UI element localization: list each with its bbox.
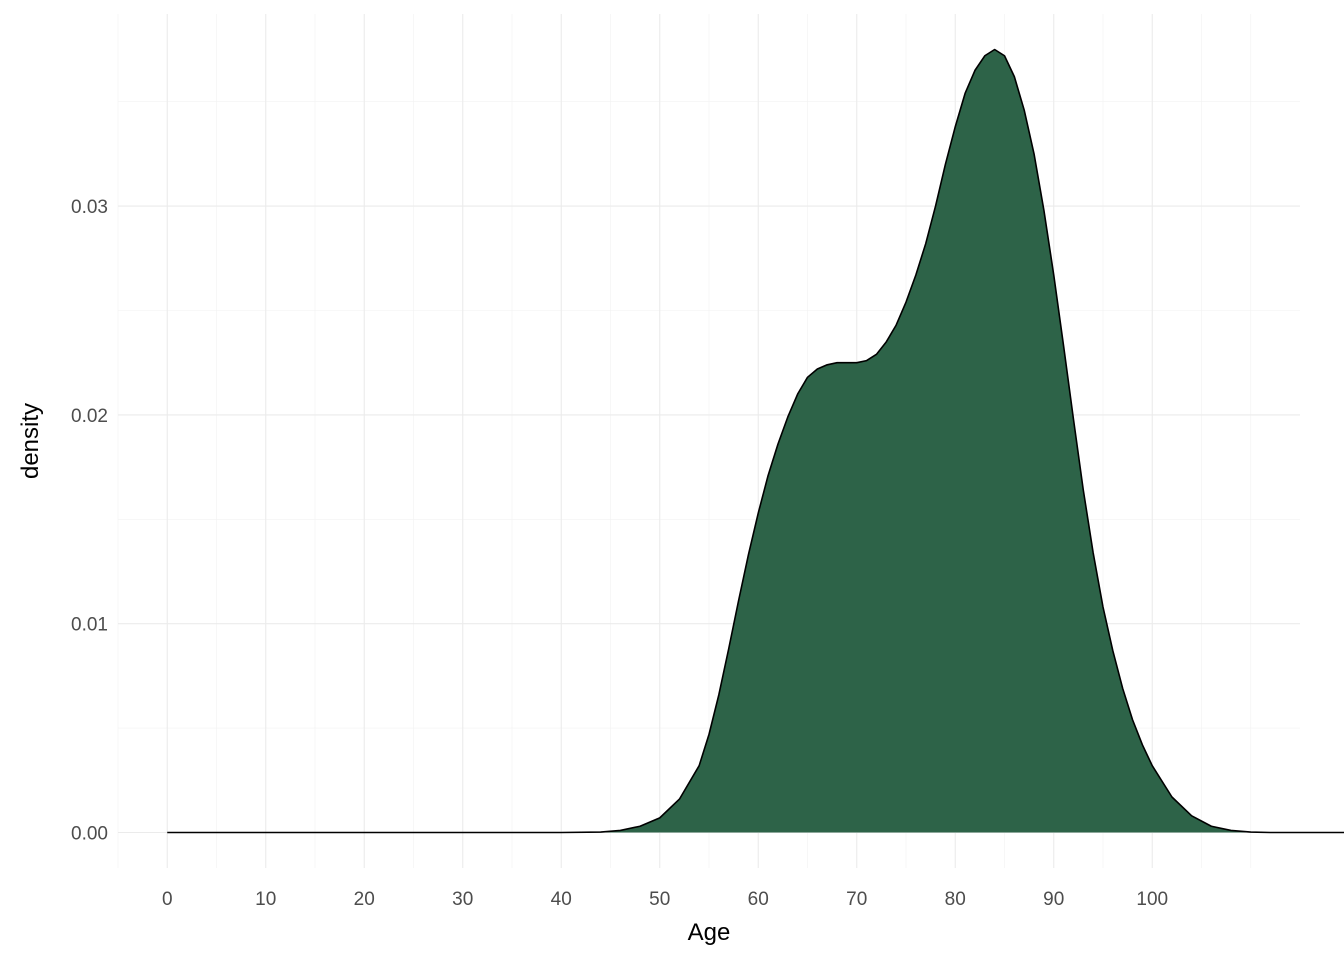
- x-axis-ticks: 0 10 20 30 40 50 60 70 80 90 100: [162, 889, 1168, 910]
- density-area: [167, 49, 1344, 833]
- x-tick-label: 90: [1043, 889, 1064, 910]
- x-tick-label: 100: [1136, 889, 1168, 910]
- x-tick-label: 0: [162, 889, 173, 910]
- y-tick-label: 0.03: [71, 197, 108, 218]
- y-tick-label: 0.00: [71, 824, 108, 845]
- x-axis-title: Age: [688, 919, 731, 946]
- x-tick-label: 50: [649, 889, 670, 910]
- density-line: [167, 48, 1344, 834]
- y-tick-label: 0.01: [71, 615, 108, 636]
- x-tick-label: 60: [748, 889, 769, 910]
- y-axis-ticks: 0.00 0.01 0.02 0.03: [71, 197, 108, 844]
- x-tick-label: 30: [452, 889, 473, 910]
- x-tick-label: 70: [846, 889, 867, 910]
- x-tick-label: 10: [255, 889, 276, 910]
- density-series: [167, 48, 1344, 834]
- x-tick-label: 20: [354, 889, 375, 910]
- x-tick-label: 80: [945, 889, 966, 910]
- y-axis-title: density: [17, 403, 44, 479]
- y-tick-label: 0.02: [71, 406, 108, 427]
- x-tick-label: 40: [551, 889, 572, 910]
